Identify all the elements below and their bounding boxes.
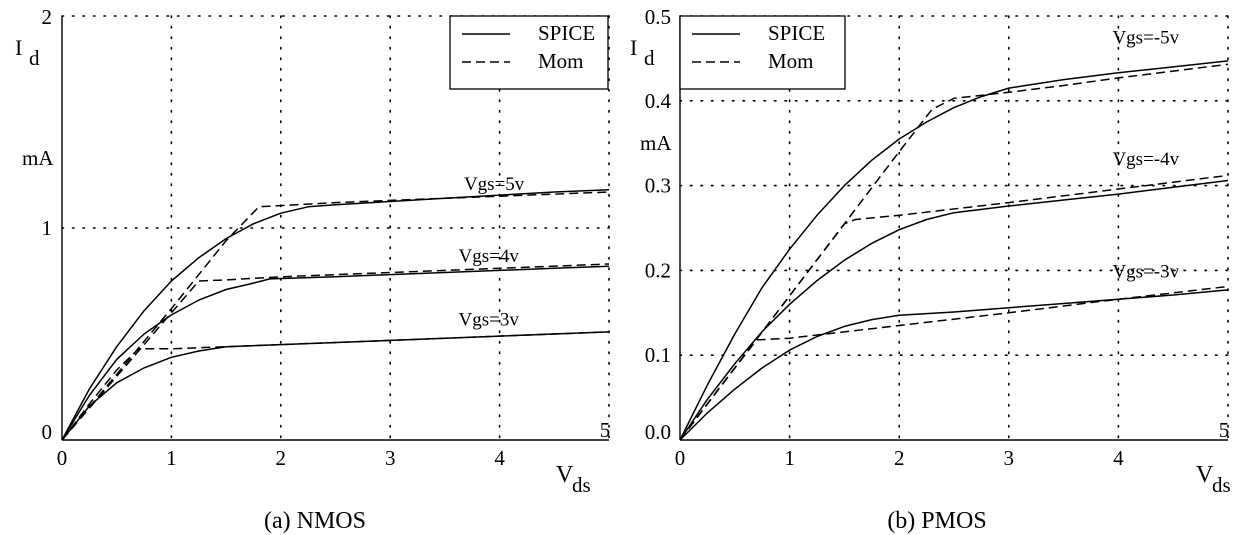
series-line-dashed — [61, 331, 610, 441]
curve-label: Vgs=5v — [464, 174, 525, 195]
y-tick-label: 0.5 — [645, 5, 671, 29]
x-axis-label-subscript: ds — [572, 473, 591, 497]
series-line-dashed — [679, 285, 1229, 441]
x-tick-label: 3 — [385, 446, 396, 470]
x-tick-label: 4 — [494, 446, 505, 470]
series-line-solid — [679, 60, 1229, 441]
y-tick-label: 0 — [42, 420, 53, 444]
x-tick-label: 3 — [1004, 446, 1015, 470]
series-line-solid — [679, 179, 1229, 441]
y-tick-label: 2 — [42, 5, 53, 29]
series-line-dashed — [61, 263, 610, 441]
y-tick-label: 0.2 — [645, 258, 671, 282]
y-axis-label: I — [630, 35, 637, 60]
x-tick-label: 0 — [675, 446, 686, 470]
curve-label: Vgs=4v — [458, 246, 519, 267]
series-line-solid — [61, 265, 610, 441]
y-axis-label: I — [15, 35, 22, 60]
y-axis-label-subscript: d — [644, 46, 655, 70]
legend-label: Mom — [768, 49, 814, 73]
curve-label: Vgs=3v — [458, 310, 519, 331]
curve-label: Vgs=-5v — [1112, 28, 1179, 49]
x-tick-label: 1 — [784, 446, 795, 470]
series-line-solid — [679, 289, 1229, 441]
series-line-dashed — [61, 191, 610, 441]
y-tick-label: 0.3 — [645, 174, 671, 198]
chart-panel-pmos: 0.0 0.1 0.2 0.3 0.4 0.5 0 1 2 3 4 5 I d mA Vds (b) PMOS V… — [630, 5, 1231, 534]
x-tick-label: 2 — [894, 446, 905, 470]
series-line-dashed — [679, 174, 1229, 441]
x-tick-label: 0 — [57, 446, 68, 470]
y-tick-label: 0.0 — [645, 420, 671, 444]
x-tick-label: 5 — [600, 418, 611, 442]
curve-label: Vgs=-4v — [1112, 149, 1179, 170]
y-tick-label: 0.1 — [645, 343, 671, 367]
y-axis-unit: mA — [640, 131, 672, 155]
x-tick-label: 1 — [166, 446, 177, 470]
x-axis-label: V — [556, 462, 574, 488]
series-line-solid — [61, 331, 610, 441]
x-axis-label-subscript: ds — [1212, 473, 1231, 497]
series-line-dashed — [679, 63, 1229, 441]
legend-label: SPICE — [538, 21, 595, 45]
x-tick-label: 5 — [1219, 418, 1230, 442]
y-axis-label-subscript: d — [29, 46, 40, 70]
legend-label: Mom — [538, 49, 584, 73]
legend-box — [679, 15, 846, 90]
curve-label: Vgs=-3v — [1112, 262, 1179, 283]
x-tick-label: 2 — [276, 446, 287, 470]
x-tick-label: 4 — [1113, 446, 1124, 470]
chart-caption: (b) PMOS — [887, 508, 986, 534]
y-axis-unit: mA — [22, 146, 54, 170]
y-tick-label: 1 — [42, 216, 53, 240]
chart-caption: (a) NMOS — [264, 508, 366, 534]
y-tick-label: 0.4 — [645, 89, 672, 113]
x-axis-label: V — [1196, 462, 1214, 488]
legend-label: SPICE — [768, 21, 825, 45]
chart-panel-nmos: 0 1 2 0 1 2 3 4 5 I d mA Vds (a) NMOS Vgs=5v Vgs=4v Vgs=… — [15, 5, 610, 534]
legend-box — [449, 15, 609, 90]
